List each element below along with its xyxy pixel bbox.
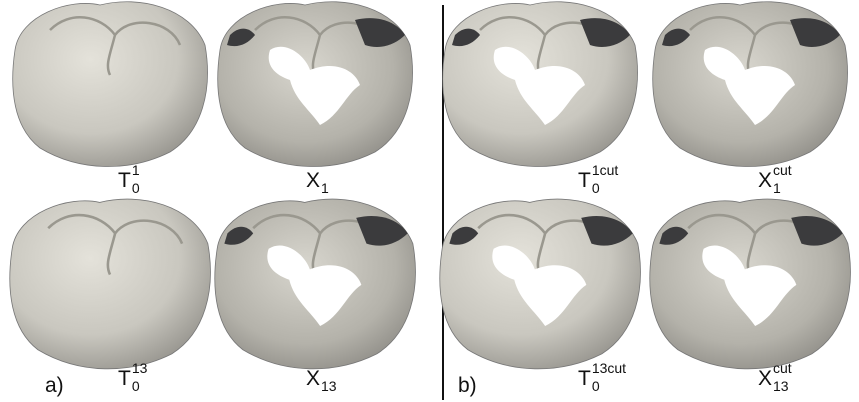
tooth-render [9,198,211,370]
label-subscript: 1 [773,180,781,196]
tooth-render [649,198,851,370]
label-superscript: cut [773,360,792,376]
tooth-cusps [47,213,184,276]
mesh-hole [267,245,362,327]
dark-patch [224,226,254,245]
mesh-hole [702,245,797,327]
tooth-render [217,1,413,167]
tooth-render [12,1,208,167]
dark-patch [791,215,843,246]
mesh-hole [268,46,360,125]
mesh-hole [493,46,585,125]
mesh-hole [492,245,587,327]
dark-patch [356,215,408,246]
dark-patch [227,28,255,47]
dark-patch [449,226,479,245]
tooth-body [9,198,211,370]
label-subscript: 0 [132,180,140,196]
label-superscript: cut [773,162,792,178]
tooth-render [442,1,638,167]
dark-patch [659,226,689,245]
label-base: T [578,169,591,192]
label-subscript: 0 [592,180,600,196]
label-base: T [118,169,131,192]
label-base: T [118,367,131,390]
label-subscript: 13 [773,378,789,394]
label-subscript: 0 [132,378,140,394]
mesh-hole [703,46,795,125]
tooth-render [652,1,848,167]
tooth-render [214,198,416,370]
label-subscript: 0 [592,378,600,394]
label-superscript: 1 [132,162,140,178]
label-base: X [758,367,772,390]
label-superscript: 13 [132,360,148,376]
dark-patch [662,28,690,47]
label-subscript: 1 [321,180,329,196]
tooth-body [12,1,208,167]
label-base: X [758,169,772,192]
label-superscript: 1cut [592,162,619,178]
panel-label: b) [458,374,477,397]
label-base: T [578,367,591,390]
label-subscript: 13 [321,378,337,394]
tooth-cusps [49,16,182,76]
tooth-render [439,198,641,370]
dark-patch [790,18,840,47]
label-base: X [306,367,320,390]
label-base: X [306,169,320,192]
dark-patch [581,215,633,246]
label-superscript: 13cut [592,360,626,376]
panel-label: a) [45,374,64,397]
dark-patch [452,28,480,47]
dark-patch [355,18,405,47]
dark-patch [580,18,630,47]
